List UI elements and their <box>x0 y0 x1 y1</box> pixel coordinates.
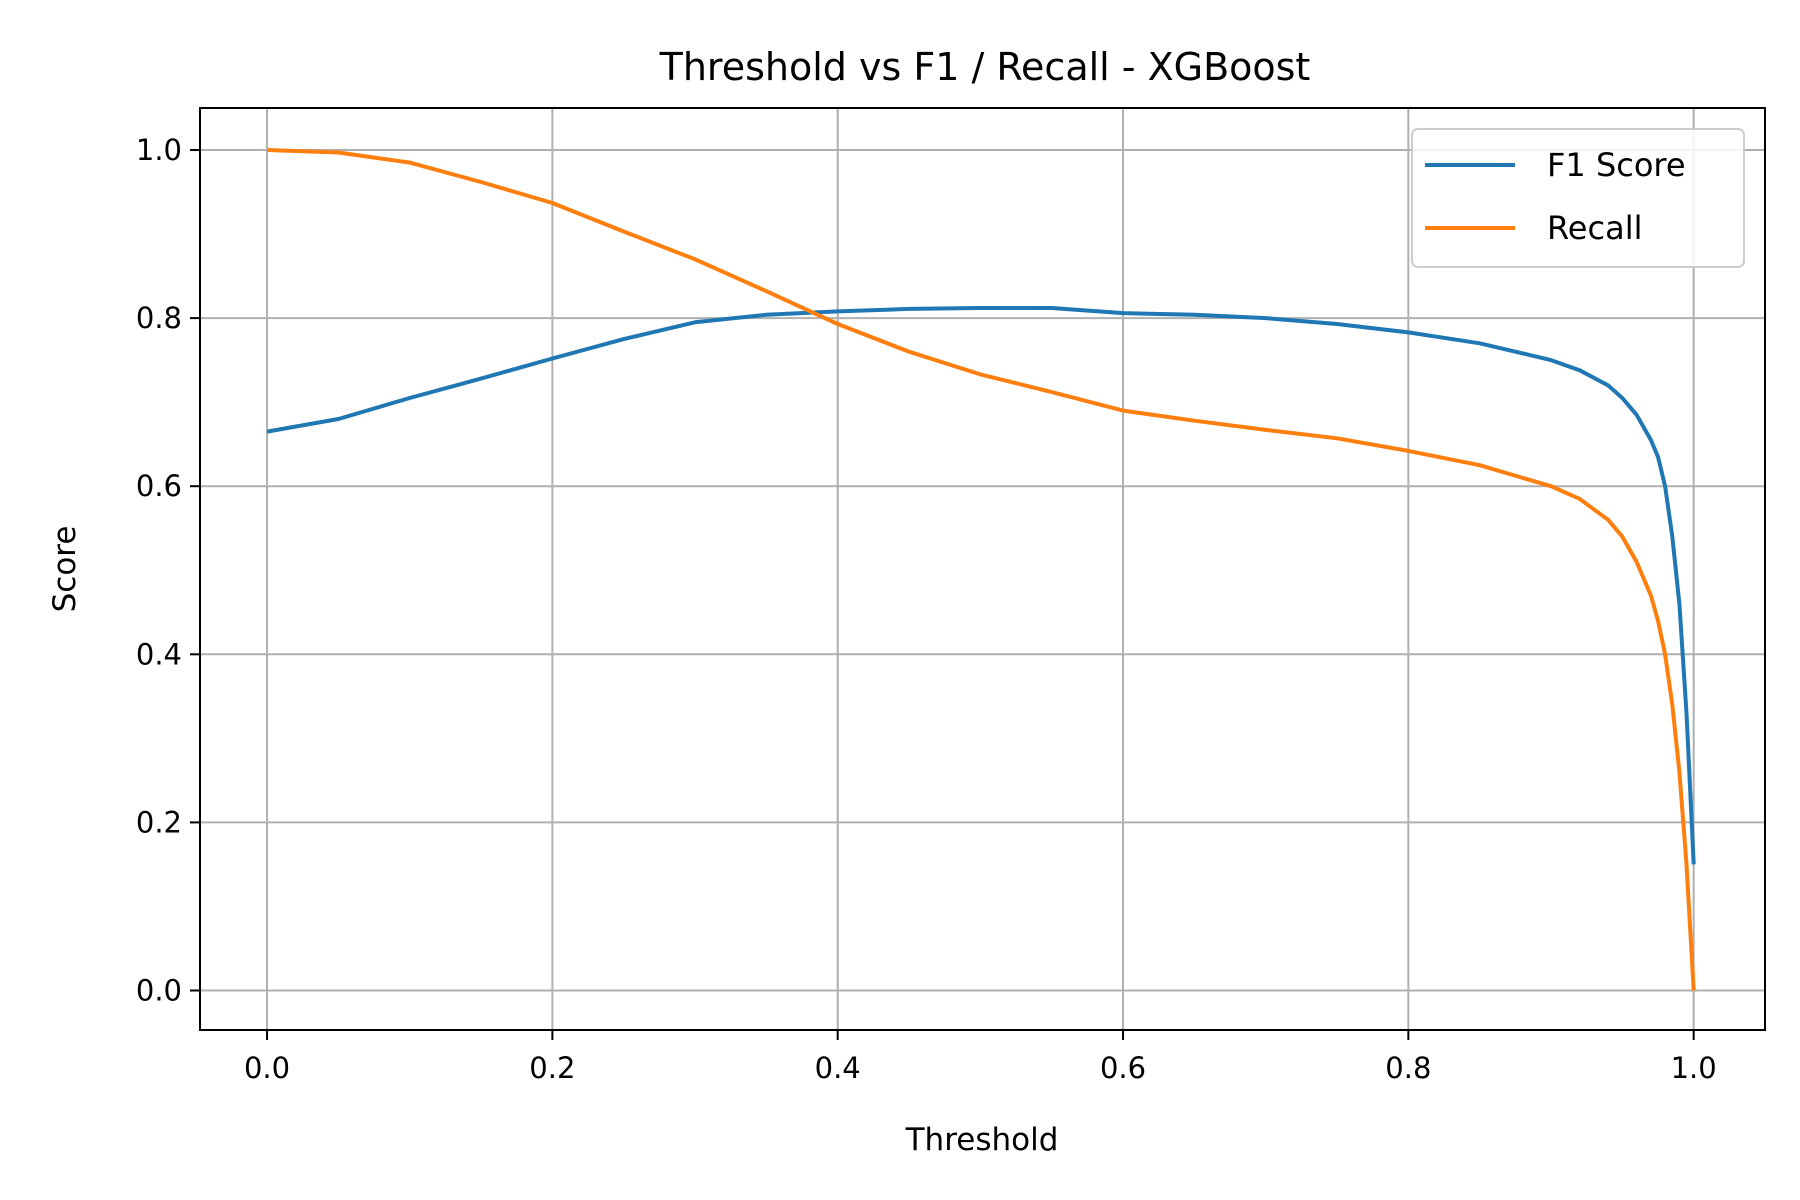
x-axis-label: Threshold <box>905 1122 1059 1158</box>
grid <box>200 108 1765 1030</box>
y-tick-label: 0.8 <box>136 301 182 335</box>
x-tick-label: 0.0 <box>244 1051 290 1085</box>
series-line-recall <box>267 148 1696 991</box>
x-tick-label: 1.0 <box>1671 1051 1717 1085</box>
y-axis-label: Score <box>47 526 83 613</box>
x-tick-label: 0.6 <box>1100 1051 1146 1085</box>
legend-label-f1: F1 Score <box>1547 146 1686 184</box>
y-axis-ticks: 0.0 0.2 0.4 0.6 0.8 1.0 <box>136 133 200 1007</box>
x-tick-label: 0.8 <box>1385 1051 1431 1085</box>
series-line-f1-score <box>266 306 1696 865</box>
plot-frame <box>199 107 1766 1031</box>
y-tick-label: 0.2 <box>136 805 182 839</box>
chart-title: Threshold vs F1 / Recall - XGBoost <box>659 45 1311 89</box>
y-tick-label: 1.0 <box>136 133 182 167</box>
legend: F1 Score Recall <box>1411 128 1745 268</box>
legend-label-recall: Recall <box>1547 209 1642 247</box>
y-tick-label: 0.4 <box>136 637 182 671</box>
y-tick-label: 0.6 <box>136 469 182 503</box>
series-lines <box>266 148 1696 991</box>
y-tick-label: 0.0 <box>136 973 182 1007</box>
x-tick-label: 0.4 <box>815 1051 861 1085</box>
x-tick-label: 0.2 <box>529 1051 575 1085</box>
x-axis-ticks: 0.0 0.2 0.4 0.6 0.8 1.0 <box>244 1030 1717 1085</box>
